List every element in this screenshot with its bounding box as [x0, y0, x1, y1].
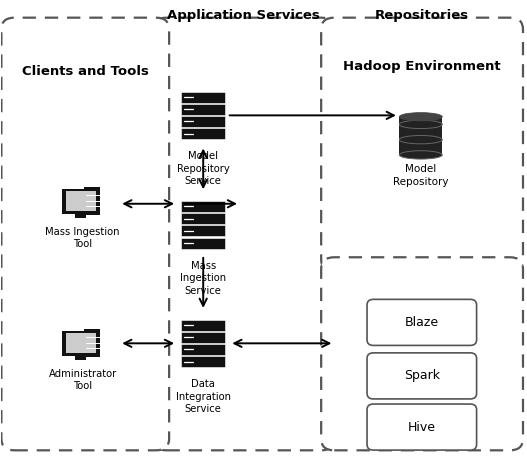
- FancyBboxPatch shape: [181, 92, 226, 102]
- FancyBboxPatch shape: [181, 201, 226, 212]
- FancyBboxPatch shape: [63, 189, 99, 214]
- Text: Spark: Spark: [404, 369, 440, 382]
- Ellipse shape: [399, 135, 442, 144]
- Text: Administrator
Tool: Administrator Tool: [48, 369, 117, 391]
- FancyBboxPatch shape: [399, 117, 442, 155]
- FancyBboxPatch shape: [181, 128, 226, 139]
- FancyBboxPatch shape: [321, 257, 523, 450]
- Text: Application Services: Application Services: [167, 9, 320, 22]
- Text: Clients and Tools: Clients and Tools: [22, 65, 149, 78]
- FancyBboxPatch shape: [367, 300, 476, 345]
- Text: Data
Integration
Service: Data Integration Service: [175, 380, 231, 414]
- FancyBboxPatch shape: [84, 329, 100, 357]
- FancyBboxPatch shape: [181, 238, 226, 249]
- FancyBboxPatch shape: [153, 18, 334, 450]
- FancyBboxPatch shape: [181, 104, 226, 115]
- FancyBboxPatch shape: [367, 353, 476, 399]
- FancyBboxPatch shape: [65, 191, 96, 212]
- Text: Model
Repository
Service: Model Repository Service: [177, 152, 230, 186]
- Ellipse shape: [399, 120, 442, 129]
- FancyBboxPatch shape: [75, 214, 86, 218]
- FancyBboxPatch shape: [2, 18, 169, 450]
- Text: Hadoop Environment: Hadoop Environment: [343, 60, 501, 73]
- Text: Blaze: Blaze: [405, 316, 439, 329]
- Text: Repositories: Repositories: [375, 9, 469, 22]
- FancyBboxPatch shape: [181, 344, 226, 355]
- FancyBboxPatch shape: [65, 333, 96, 353]
- Ellipse shape: [399, 151, 442, 159]
- FancyBboxPatch shape: [181, 332, 226, 343]
- Text: Mass
Ingestion
Service: Mass Ingestion Service: [180, 261, 226, 296]
- FancyBboxPatch shape: [84, 188, 100, 215]
- FancyBboxPatch shape: [321, 18, 523, 271]
- FancyBboxPatch shape: [63, 330, 99, 356]
- FancyBboxPatch shape: [181, 356, 226, 367]
- FancyBboxPatch shape: [181, 116, 226, 127]
- FancyBboxPatch shape: [75, 356, 86, 360]
- FancyBboxPatch shape: [181, 213, 226, 224]
- FancyBboxPatch shape: [367, 404, 476, 450]
- Text: Model
Repository: Model Repository: [393, 164, 448, 187]
- Ellipse shape: [399, 113, 442, 121]
- FancyBboxPatch shape: [181, 320, 226, 330]
- Text: Mass Ingestion
Tool: Mass Ingestion Tool: [45, 227, 120, 249]
- Text: Hive: Hive: [408, 421, 436, 433]
- FancyBboxPatch shape: [181, 225, 226, 236]
